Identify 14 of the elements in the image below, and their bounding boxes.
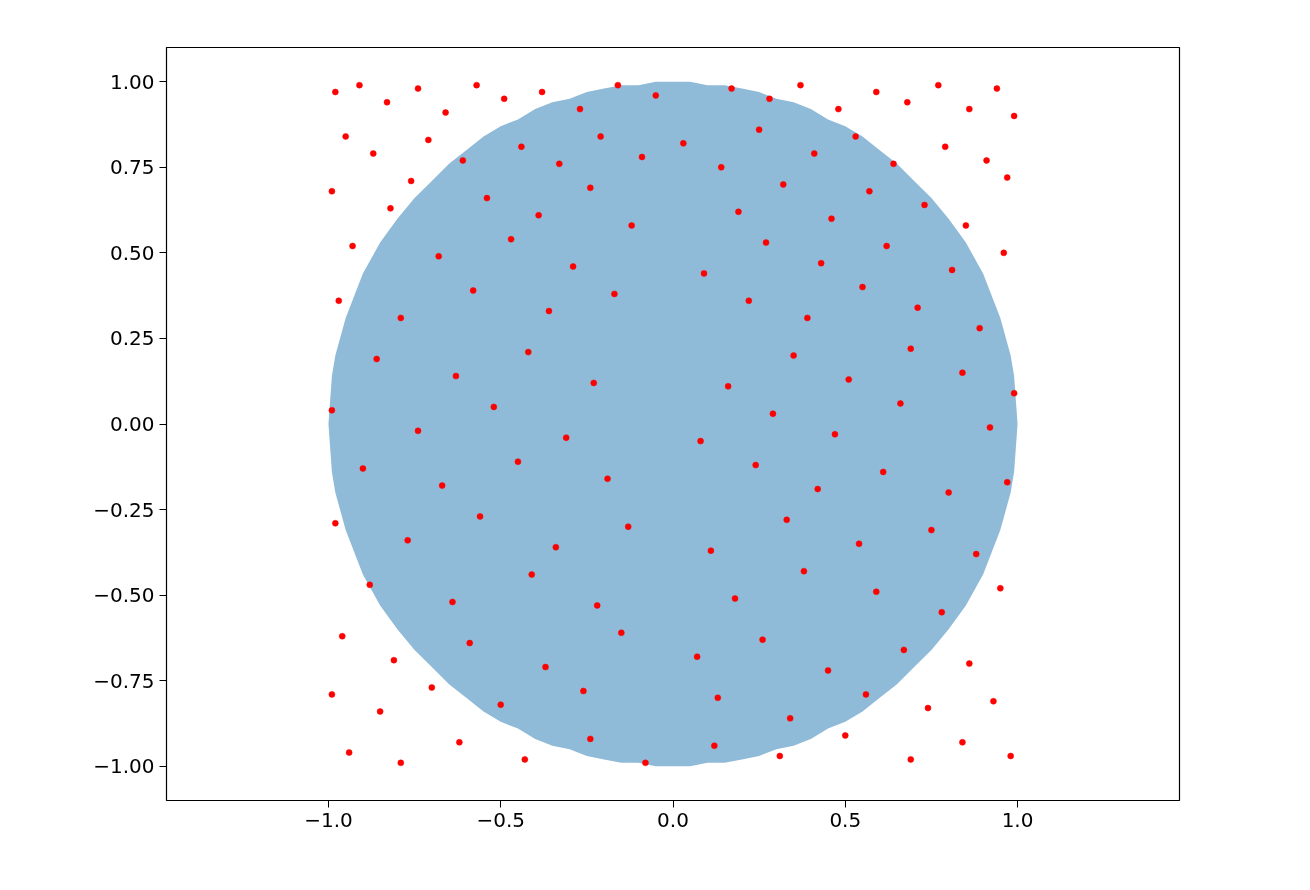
- x-tick-label: 0.5: [829, 807, 862, 832]
- x-tick-label: −0.5: [476, 807, 526, 832]
- y-tick-label: 0.25: [109, 326, 155, 351]
- x-tick-label: 0.0: [657, 807, 689, 832]
- y-tick-label: −0.25: [93, 497, 155, 522]
- y-tick-label: −0.50: [93, 583, 155, 608]
- y-tick-label: 1.00: [109, 69, 155, 94]
- y-tick-label: 0.00: [109, 412, 155, 436]
- y-tick-label: −0.75: [93, 668, 155, 693]
- x-tick-label: 1.0: [1001, 807, 1034, 832]
- y-tick-label: 0.50: [109, 240, 155, 265]
- x-tick-label: −1.0: [304, 807, 353, 832]
- y-tick-label: 0.75: [109, 155, 155, 180]
- y-tick-label: −1.00: [93, 754, 155, 779]
